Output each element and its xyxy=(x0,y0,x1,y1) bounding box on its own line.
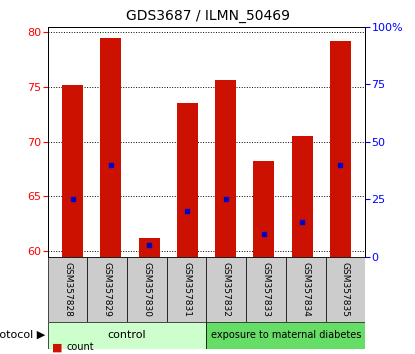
Bar xyxy=(127,257,167,322)
Bar xyxy=(100,38,122,257)
Text: GSM357833: GSM357833 xyxy=(261,262,271,317)
Bar xyxy=(139,238,160,257)
Bar xyxy=(253,161,274,257)
Bar xyxy=(286,257,325,322)
Text: GSM357832: GSM357832 xyxy=(222,262,231,317)
Bar xyxy=(177,103,198,257)
Text: GSM357835: GSM357835 xyxy=(341,262,350,317)
Text: protocol ▶: protocol ▶ xyxy=(0,330,46,341)
Text: control: control xyxy=(108,330,146,341)
Bar xyxy=(330,41,351,257)
Bar xyxy=(215,80,236,257)
Bar xyxy=(207,257,246,322)
Text: GDS3687 / ILMN_50469: GDS3687 / ILMN_50469 xyxy=(125,9,290,23)
Text: GSM357831: GSM357831 xyxy=(182,262,191,317)
Text: exposure to maternal diabetes: exposure to maternal diabetes xyxy=(211,330,361,341)
Text: GSM357829: GSM357829 xyxy=(103,262,112,317)
Bar xyxy=(62,85,83,257)
Bar xyxy=(48,257,88,322)
Text: GSM357834: GSM357834 xyxy=(301,262,310,317)
Text: ■: ■ xyxy=(52,342,62,352)
Bar xyxy=(207,322,365,349)
Text: GSM357830: GSM357830 xyxy=(142,262,151,317)
Text: count: count xyxy=(66,342,94,352)
Bar xyxy=(88,257,127,322)
Bar xyxy=(167,257,207,322)
Bar xyxy=(291,136,312,257)
Text: GSM357828: GSM357828 xyxy=(63,262,72,317)
Bar xyxy=(246,257,286,322)
Bar xyxy=(325,257,365,322)
Bar xyxy=(48,322,207,349)
